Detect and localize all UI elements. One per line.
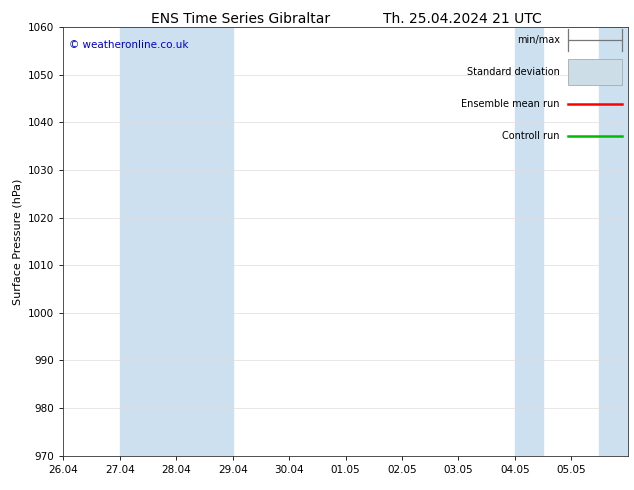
Text: Standard deviation: Standard deviation bbox=[467, 67, 560, 77]
Bar bbox=[569, 59, 622, 85]
Text: Controll run: Controll run bbox=[503, 131, 560, 141]
Text: Ensemble mean run: Ensemble mean run bbox=[462, 99, 560, 109]
Text: Th. 25.04.2024 21 UTC: Th. 25.04.2024 21 UTC bbox=[384, 12, 542, 26]
Y-axis label: Surface Pressure (hPa): Surface Pressure (hPa) bbox=[13, 178, 23, 304]
Bar bbox=[600, 27, 628, 456]
Text: © weatheronline.co.uk: © weatheronline.co.uk bbox=[69, 40, 188, 50]
Text: min/max: min/max bbox=[517, 35, 560, 45]
Text: ENS Time Series Gibraltar: ENS Time Series Gibraltar bbox=[152, 12, 330, 26]
Bar bbox=[515, 27, 543, 456]
Bar bbox=[120, 27, 233, 456]
